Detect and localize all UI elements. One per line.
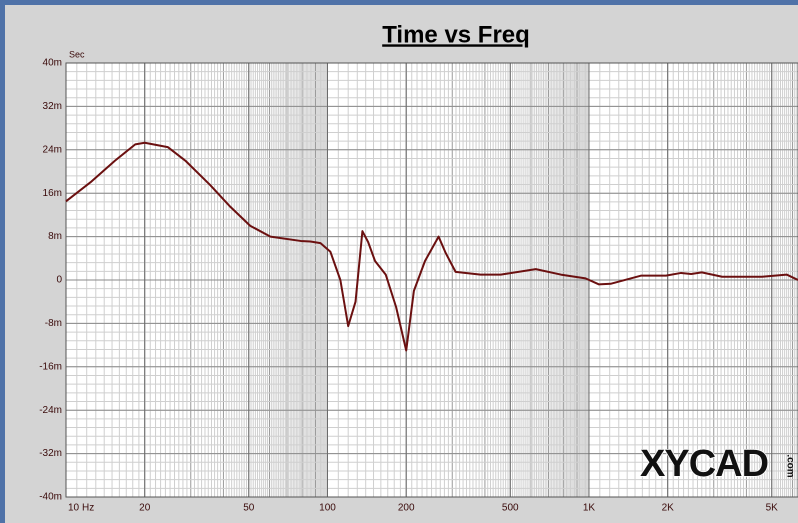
chart-title: Time vs Freq — [382, 21, 530, 48]
x-axis-label: Hz — [82, 503, 94, 514]
y-tick-label: -8m — [45, 318, 62, 329]
y-tick-label: -16m — [39, 361, 62, 372]
x-tick-label: 2K — [662, 503, 675, 514]
x-tick-label: 1K — [583, 503, 596, 514]
x-tick-label: 5K — [766, 503, 779, 514]
x-tick-label: 10 — [68, 503, 80, 514]
y-tick-label: -40m — [39, 492, 62, 503]
x-tick-label: 200 — [398, 503, 415, 514]
series-line — [65, 141, 798, 352]
y-tick-label: 8m — [48, 231, 62, 242]
y-tick-label: 32m — [43, 101, 62, 112]
y-axis-label: Sec — [69, 49, 85, 59]
y-tick-label: 40m — [43, 58, 62, 69]
window-frame — [0, 0, 5, 523]
watermark-suffix: .com — [784, 454, 795, 477]
y-tick-label: -24m — [39, 405, 62, 416]
plot-border — [65, 62, 798, 498]
y-tick-label: 0 — [56, 275, 62, 286]
watermark: XYCAD — [640, 443, 768, 485]
y-tick-label: -32m — [39, 448, 62, 459]
y-tick-label: 24m — [43, 144, 62, 155]
x-tick-label: 20 — [139, 503, 151, 514]
y-tick-label: 16m — [43, 188, 62, 199]
x-tick-label: 100 — [319, 503, 336, 514]
x-tick-label: 50 — [243, 503, 255, 514]
x-tick-label: 500 — [502, 503, 519, 514]
window-frame — [0, 0, 798, 5]
